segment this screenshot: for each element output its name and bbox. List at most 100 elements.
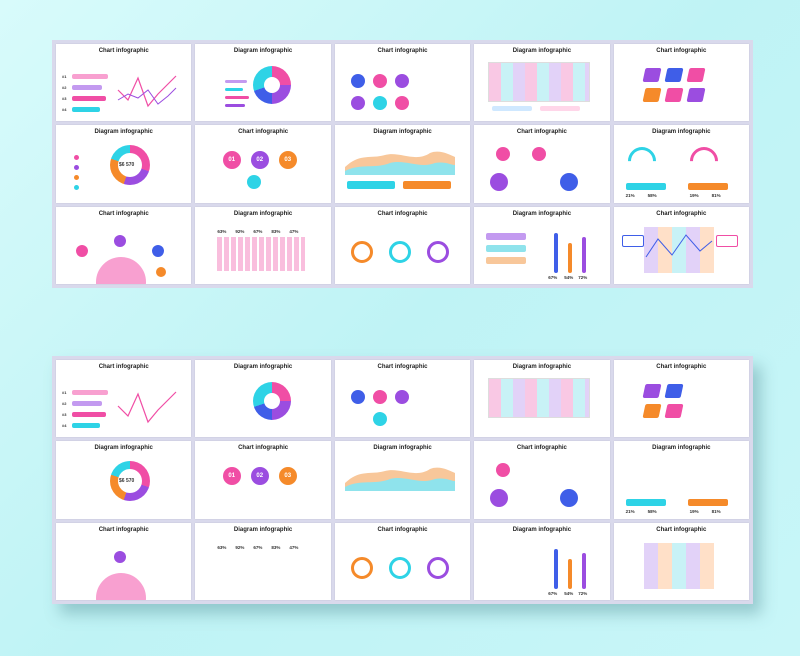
legend-dot (74, 155, 79, 161)
value-bar (687, 183, 728, 191)
slide-title: Diagram infographic (512, 526, 572, 533)
percent-label: 47% (289, 228, 299, 234)
number-label: 01 (228, 157, 236, 164)
doc-icon (560, 173, 579, 192)
percent-label: 67% (253, 544, 263, 550)
value-bar (687, 499, 728, 507)
slide-title: Chart infographic (98, 526, 149, 533)
slide-diagram-percent-grid: Diagram infographic 63% 92% 67% 83% 47% (195, 522, 331, 600)
percent-label: 21% (625, 193, 635, 199)
slide-diagram-money-donut: Diagram infographic $6 570 (56, 441, 192, 519)
slide-title: Chart infographic (656, 526, 707, 533)
rank-bar (72, 85, 102, 90)
marker (156, 266, 166, 277)
board-icon (426, 240, 449, 263)
slide-chart-bulbs: Chart infographic (334, 522, 471, 600)
slide-diagram-money-donut: Diagram infographic $6 570 (56, 125, 192, 203)
slide-diagram-percent-grid: Diagram infographic 63% 92% 67% 83% 47% (195, 206, 331, 284)
number-circle (223, 151, 242, 170)
number-label: 02 (256, 473, 264, 480)
rank-label: #1 (62, 74, 67, 79)
rank-label: #4 (62, 423, 67, 428)
slide-diagram-area: Diagram infographic (334, 125, 471, 203)
legend-dot (74, 165, 79, 171)
step-card (642, 88, 662, 102)
slide-diagram-gauges: Diagram infographic 21% 58% 19% 81% (613, 125, 749, 203)
board-icon (426, 556, 449, 579)
vertical-bar (568, 558, 573, 589)
percent-label: 54% (564, 590, 574, 596)
progress-bar (225, 88, 244, 91)
number-label: 02 (256, 157, 264, 164)
grid-chart (488, 62, 591, 102)
slide-title: Diagram infographic (652, 129, 711, 136)
slide-title: Diagram infographic (233, 526, 293, 533)
area-chart (344, 467, 455, 492)
slide-diagram-grid: Diagram infographic (474, 360, 610, 438)
step-card (664, 384, 684, 398)
line-overlay (645, 233, 712, 257)
percent-label: 67% (548, 590, 558, 596)
slide-title: Diagram infographic (512, 48, 572, 54)
pill-bar (486, 256, 527, 264)
number-label: 03 (284, 157, 292, 164)
slide-title: Diagram infographic (373, 129, 432, 136)
vertical-bar (568, 242, 573, 273)
marker (76, 244, 88, 257)
bulb-icon (388, 240, 411, 263)
number-circle (223, 467, 242, 486)
hand-icon (247, 175, 262, 190)
half-circle (96, 256, 146, 284)
phone-icon (496, 463, 511, 478)
donut-hole (118, 153, 142, 178)
rank-label: #1 (62, 390, 67, 395)
area-chart (344, 151, 455, 176)
slide-title: Chart infographic (656, 364, 707, 370)
slide-title: Chart infographic (656, 210, 707, 217)
slide-title: Chart infographic (238, 445, 289, 452)
slide-title: Diagram infographic (512, 210, 572, 217)
percent-label: 63% (217, 228, 227, 234)
bulb-icon (388, 556, 411, 579)
percent-label: 21% (625, 509, 635, 515)
progress-bar (225, 104, 246, 107)
slide-chart-halfcircle: Chart infographic (56, 522, 192, 600)
step-circle (350, 74, 365, 88)
vertical-bar (582, 236, 587, 273)
slide-title: Chart infographic (516, 129, 567, 136)
slide-title: Diagram infographic (373, 445, 432, 452)
doc-icon (560, 489, 579, 508)
marker (114, 234, 126, 247)
slide-diagram-donut: Diagram infographic (195, 44, 331, 122)
step-card (642, 384, 662, 398)
template-sheet-top: Chart infographic #1 #2 #3 #4 Diagram in… (52, 40, 753, 288)
donut-hole (118, 469, 142, 494)
slide-chart-ranking: Chart infographic #1 #2 #3 #4 (56, 360, 192, 438)
step-circle (372, 96, 387, 110)
tree-icon (350, 240, 373, 263)
slide-title: Diagram infographic (233, 210, 293, 217)
line-chart (117, 75, 177, 108)
step-card (686, 68, 706, 82)
slide-title: Chart infographic (377, 526, 428, 533)
user-icon (490, 489, 509, 508)
step-circle (372, 390, 387, 404)
slide-diagram-grid: Diagram infographic (474, 44, 610, 122)
pill-bar (486, 244, 527, 252)
donut-hole (264, 393, 281, 409)
slide-chart-bulbs: Chart infographic (334, 206, 471, 284)
rank-bar (72, 107, 100, 112)
pill-bar (486, 232, 527, 240)
slide-chart-columns: Chart infographic (613, 206, 749, 284)
step-circle (350, 390, 365, 404)
donut-hole (264, 77, 281, 93)
vertical-bar (554, 548, 559, 589)
step-circle (372, 74, 387, 88)
chart-icon (532, 147, 547, 162)
slide-chart-icons: Chart infographic (474, 125, 610, 203)
money-value: $6 570 (119, 478, 135, 485)
dot-grid (217, 236, 306, 271)
slide-title: Diagram infographic (233, 48, 293, 54)
slide-title: Chart infographic (98, 48, 149, 54)
legend-bar (492, 106, 533, 111)
